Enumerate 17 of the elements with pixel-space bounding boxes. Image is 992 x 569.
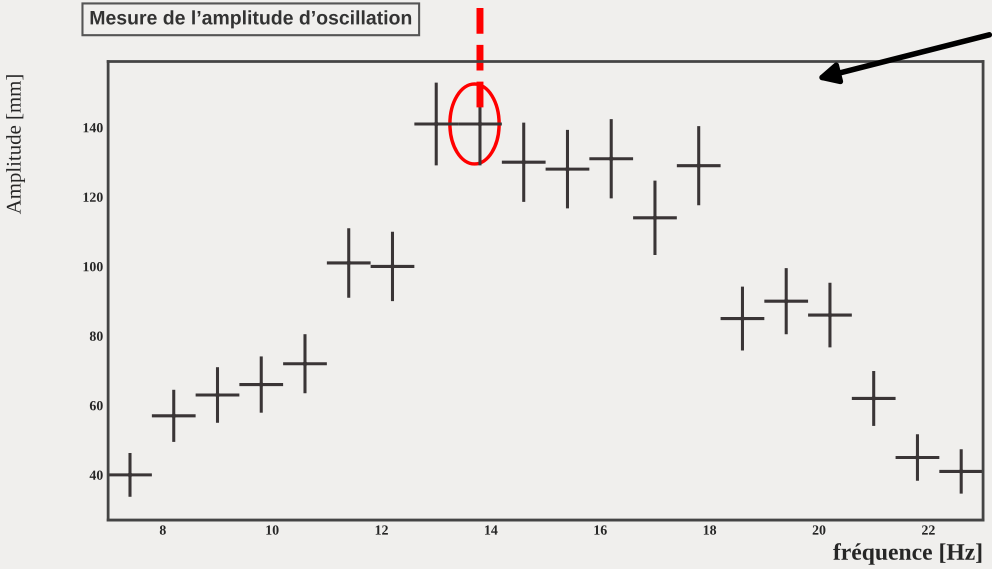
y-tick-label: 140	[84, 123, 103, 132]
y-tick-label: 80	[90, 332, 103, 341]
y-axis-title: Amplitude [mm]	[6, 75, 26, 214]
y-tick-label: 100	[84, 262, 103, 272]
y-tick-label: 120	[84, 192, 103, 202]
x-tick-label: 20	[812, 525, 826, 535]
x-tick-label: 22	[922, 525, 935, 535]
x-tick-label: 8	[160, 525, 166, 535]
x-tick-label: 10	[266, 525, 279, 535]
x-axis-title: fréquence [Hz]	[833, 543, 982, 565]
x-tick-label: 16	[594, 525, 607, 535]
y-tick-label: 60	[90, 400, 103, 410]
x-tick-label: 14	[485, 525, 498, 535]
chart-title: Mesure de l’amplitude d’oscillation	[90, 10, 412, 28]
y-tick-label: 40	[90, 470, 103, 480]
x-tick-label: 18	[704, 525, 716, 535]
x-tick-label: 12	[376, 525, 388, 535]
